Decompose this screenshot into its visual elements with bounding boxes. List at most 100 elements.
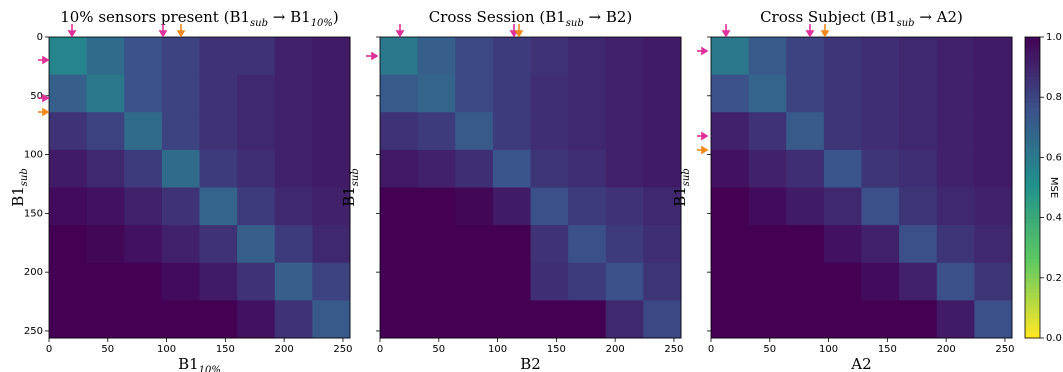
y-axis-label-part: B1 [340,186,358,207]
heatmap-cell [568,149,607,188]
colorbar-swatch [1025,52,1040,58]
chart-title-part: sub [250,18,268,29]
heatmap-cell [605,225,644,264]
colorbar-swatch [1025,167,1040,173]
colorbar-swatch [1025,177,1040,183]
heatmap-cell [161,149,200,188]
colorbar-swatch [1025,272,1040,279]
heatmap-cell [124,300,163,339]
heatmap-cell [492,225,531,264]
heatmap-cell [530,225,569,264]
heatmap-cell [161,262,200,301]
heatmap-cell [786,74,825,113]
heatmap-cell [86,187,125,226]
heatmap-cell [711,225,750,264]
heatmap-cell [455,74,494,113]
colorbar-swatch [1025,122,1040,128]
heatmap-cell [49,300,88,339]
y-tick-label: 250 [24,326,43,337]
colorbar-swatch [1025,72,1040,78]
heatmap-cell [899,37,938,76]
heatmap-cell [605,300,644,339]
heatmap-cell [161,112,200,151]
heatmap-cell [86,112,125,151]
heatmap-cell [455,262,494,301]
heatmap-cell [568,187,607,226]
heatmap-cell [530,149,569,188]
heatmap-cell [974,187,1013,226]
heatmap-cell [899,74,938,113]
heatmap-cell [861,262,900,301]
heatmap-cell [237,225,276,264]
colorbar-swatch [1025,112,1040,118]
heatmap-cell [312,149,351,188]
colorbar-swatch [1025,192,1040,199]
heatmap-cell [605,262,644,301]
heatmap-cell [237,149,276,188]
heatmap-cell [974,112,1013,151]
x-tick-label: 0 [377,344,383,355]
heatmap-cell [455,300,494,339]
heatmap-cell [823,300,862,339]
colorbar-tick-label: 0.6 [1046,152,1062,163]
colorbar-swatch [1025,157,1040,163]
colorbar-swatch [1025,42,1040,48]
chart-title-part: 10% sensors present (B1 [60,8,250,26]
heatmap-cell [237,74,276,113]
heatmap-cell [417,300,456,339]
x-tick-label: 150 [547,344,566,355]
heatmap-cell [643,74,682,113]
heatmap-cell [605,112,644,151]
colorbar-swatch [1025,207,1040,214]
heatmap-cell [161,187,200,226]
heatmap-cell [237,112,276,151]
heatmap-cell [899,300,938,339]
y-axis-label-part: sub [350,168,361,186]
heatmap-cell [861,37,900,76]
colorbar-swatch [1025,232,1040,239]
heatmap-cell [237,262,276,301]
heatmap-cell [312,300,351,339]
heatmap-cell [530,74,569,113]
colorbar-swatch [1025,307,1040,314]
chart-title-part: Cross Subject (B1 [760,8,897,26]
chart-title-part: → B1 [268,8,311,26]
colorbar-swatch [1025,37,1040,43]
heatmap-cell [124,149,163,188]
heatmap-cell [380,74,419,113]
heatmap-cell [492,37,531,76]
colorbar-swatch [1025,77,1040,83]
heatmap-cell [199,300,238,339]
chart-title-part: → A2) [915,8,963,26]
heatmap-cell [711,74,750,113]
heatmap-cell [861,225,900,264]
heatmap-cell [748,187,787,226]
heatmap-cell [417,74,456,113]
chart-title-part: sub [566,18,584,29]
heatmap-cell [199,149,238,188]
heatmap-cell [936,112,975,151]
heatmap-cell [380,37,419,76]
heatmap-cell [455,149,494,188]
heatmap-cell [237,300,276,339]
colorbar-swatch [1025,282,1040,289]
colorbar-swatch [1025,162,1040,168]
heatmap-cell [417,112,456,151]
x-tick-label: 50 [101,344,114,355]
colorbar-swatch [1025,322,1040,329]
heatmap-cell [199,37,238,76]
heatmap-cell [161,300,200,339]
heatmap-cell [568,112,607,151]
heatmap-cell [274,300,313,339]
colorbar-tick-label: 0.4 [1046,213,1062,224]
heatmap-cell [786,225,825,264]
colorbar-swatch [1025,247,1040,254]
heatmap-cell [417,262,456,301]
heatmap-cell [380,262,419,301]
heatmap-cell [312,74,351,113]
heatmap-cell [643,187,682,226]
heatmap-cell [786,149,825,188]
heatmap-cell [861,112,900,151]
heatmap-cell [380,112,419,151]
heatmap-cell [199,74,238,113]
